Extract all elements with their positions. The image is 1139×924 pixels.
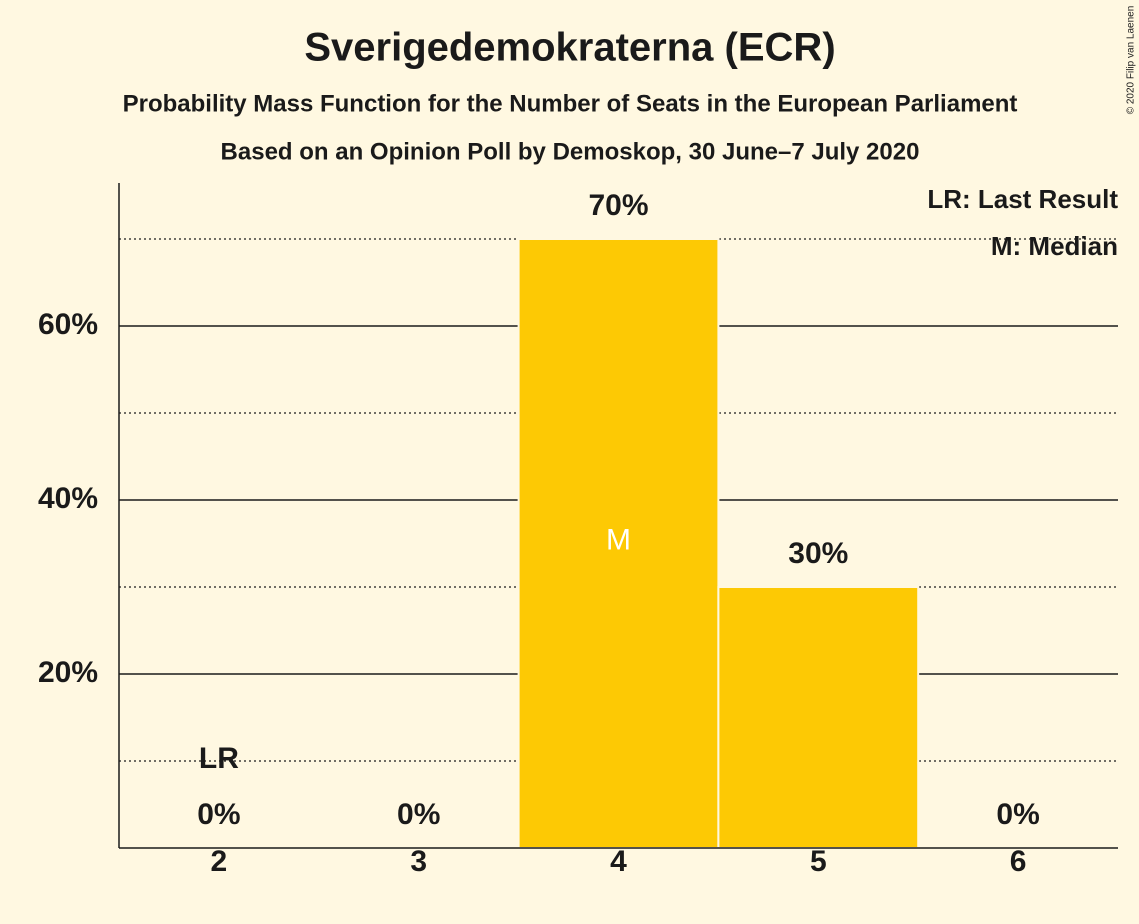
y-tick-label: 20% xyxy=(38,656,98,689)
chart-source: Based on an Opinion Poll by Demoskop, 30… xyxy=(221,138,920,165)
copyright: © 2020 Filip van Laenen xyxy=(1126,6,1137,115)
legend-entry: M: Median xyxy=(991,231,1118,261)
bar xyxy=(517,238,720,849)
y-tick-label: 40% xyxy=(38,482,98,515)
chart-subtitle: Probability Mass Function for the Number… xyxy=(123,90,1018,117)
x-tick-label: 3 xyxy=(410,845,427,878)
value-label: 0% xyxy=(397,798,440,831)
value-label: 70% xyxy=(588,189,648,222)
x-tick-label: 6 xyxy=(1010,845,1027,878)
value-label: 30% xyxy=(788,537,848,570)
bar xyxy=(717,586,920,849)
value-label: 0% xyxy=(197,798,240,831)
value-label: 0% xyxy=(996,798,1039,831)
x-tick-label: 4 xyxy=(610,845,627,878)
x-tick-label: 5 xyxy=(810,845,827,878)
annotation: LR xyxy=(199,742,239,775)
legend-entry: LR: Last Result xyxy=(927,184,1118,214)
annotation: M xyxy=(606,523,631,556)
y-tick-label: 60% xyxy=(38,308,98,341)
x-tick-label: 2 xyxy=(211,845,228,878)
chart-title: Sverigedemokraterna (ECR) xyxy=(304,26,835,70)
